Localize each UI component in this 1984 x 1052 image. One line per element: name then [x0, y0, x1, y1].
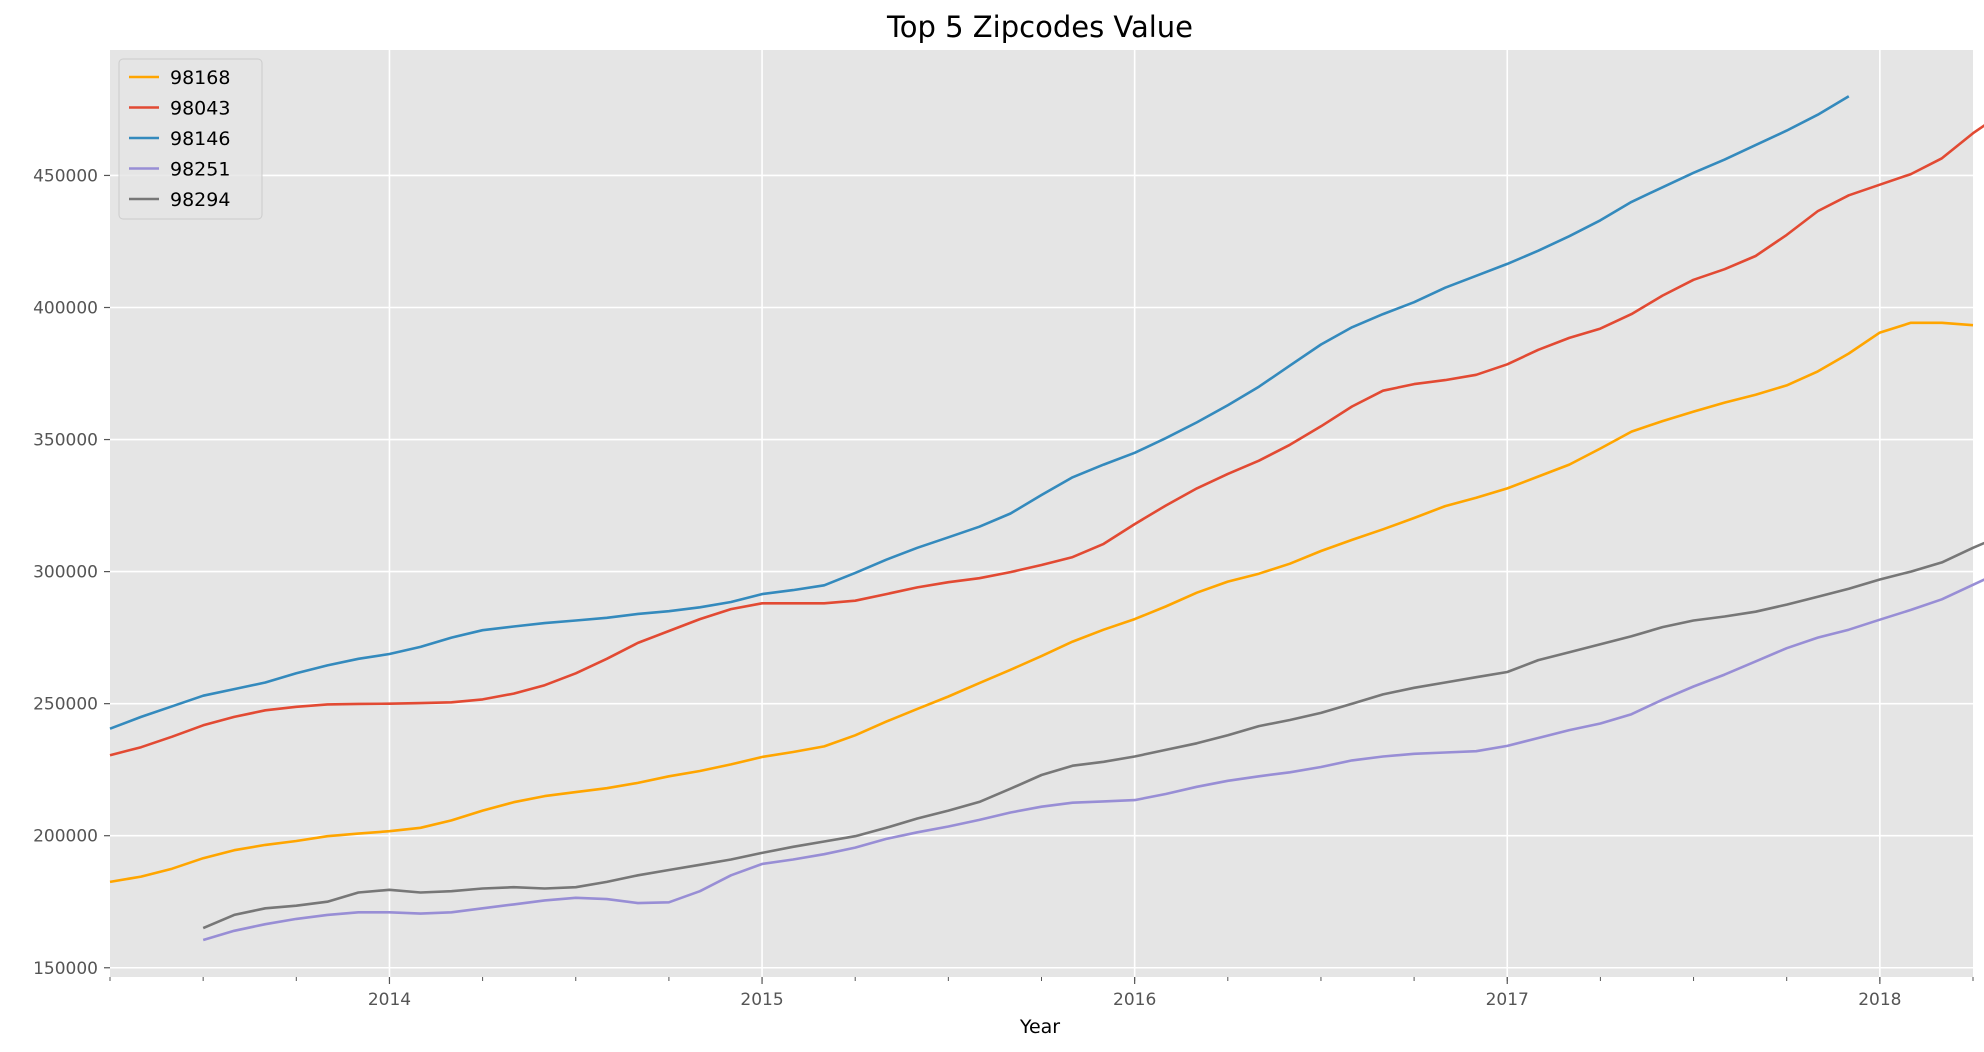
- x-tick-label: 2015: [740, 990, 783, 1010]
- legend-box: [118, 58, 263, 220]
- y-tick-label: 200000: [33, 827, 98, 847]
- legend-label: 98043: [170, 98, 230, 120]
- series-line-98168: [109, 321, 1974, 884]
- y-tick-label: 450000: [33, 166, 98, 186]
- x-tick-label: 2016: [1113, 990, 1156, 1010]
- series-line-98146: [109, 95, 1850, 730]
- x-tick-label: 2017: [1486, 990, 1529, 1010]
- legend-label: 98251: [170, 159, 230, 181]
- legend-label: 98168: [170, 67, 230, 89]
- series-line-98251: [202, 578, 1984, 942]
- y-tick-label: 350000: [33, 431, 98, 451]
- series-line-98043: [109, 124, 1984, 757]
- legend-label: 98146: [170, 128, 230, 150]
- plot-area: [110, 50, 1973, 977]
- x-tick-label: 2018: [1858, 990, 1901, 1010]
- legend: 98168 98043 98146 98251 98294: [118, 58, 263, 220]
- y-tick-label: 400000: [33, 299, 98, 319]
- y-tick-label: 300000: [33, 563, 98, 583]
- series-group: [109, 95, 1984, 942]
- legend-label: 98294: [170, 189, 230, 211]
- y-tick-label: 150000: [33, 959, 98, 979]
- x-axis: 2014 2015 2016 2017 2018: [109, 977, 1974, 1010]
- x-axis-label: Year: [1019, 1016, 1060, 1038]
- x-tick-label: 2014: [368, 990, 411, 1010]
- series-line-98294: [202, 541, 1984, 930]
- y-tick-label: 250000: [33, 695, 98, 715]
- chart-title: Top 5 Zipcodes Value: [886, 10, 1193, 44]
- y-axis: 150000 200000 250000 300000 350000 400000 4500…: [33, 166, 110, 979]
